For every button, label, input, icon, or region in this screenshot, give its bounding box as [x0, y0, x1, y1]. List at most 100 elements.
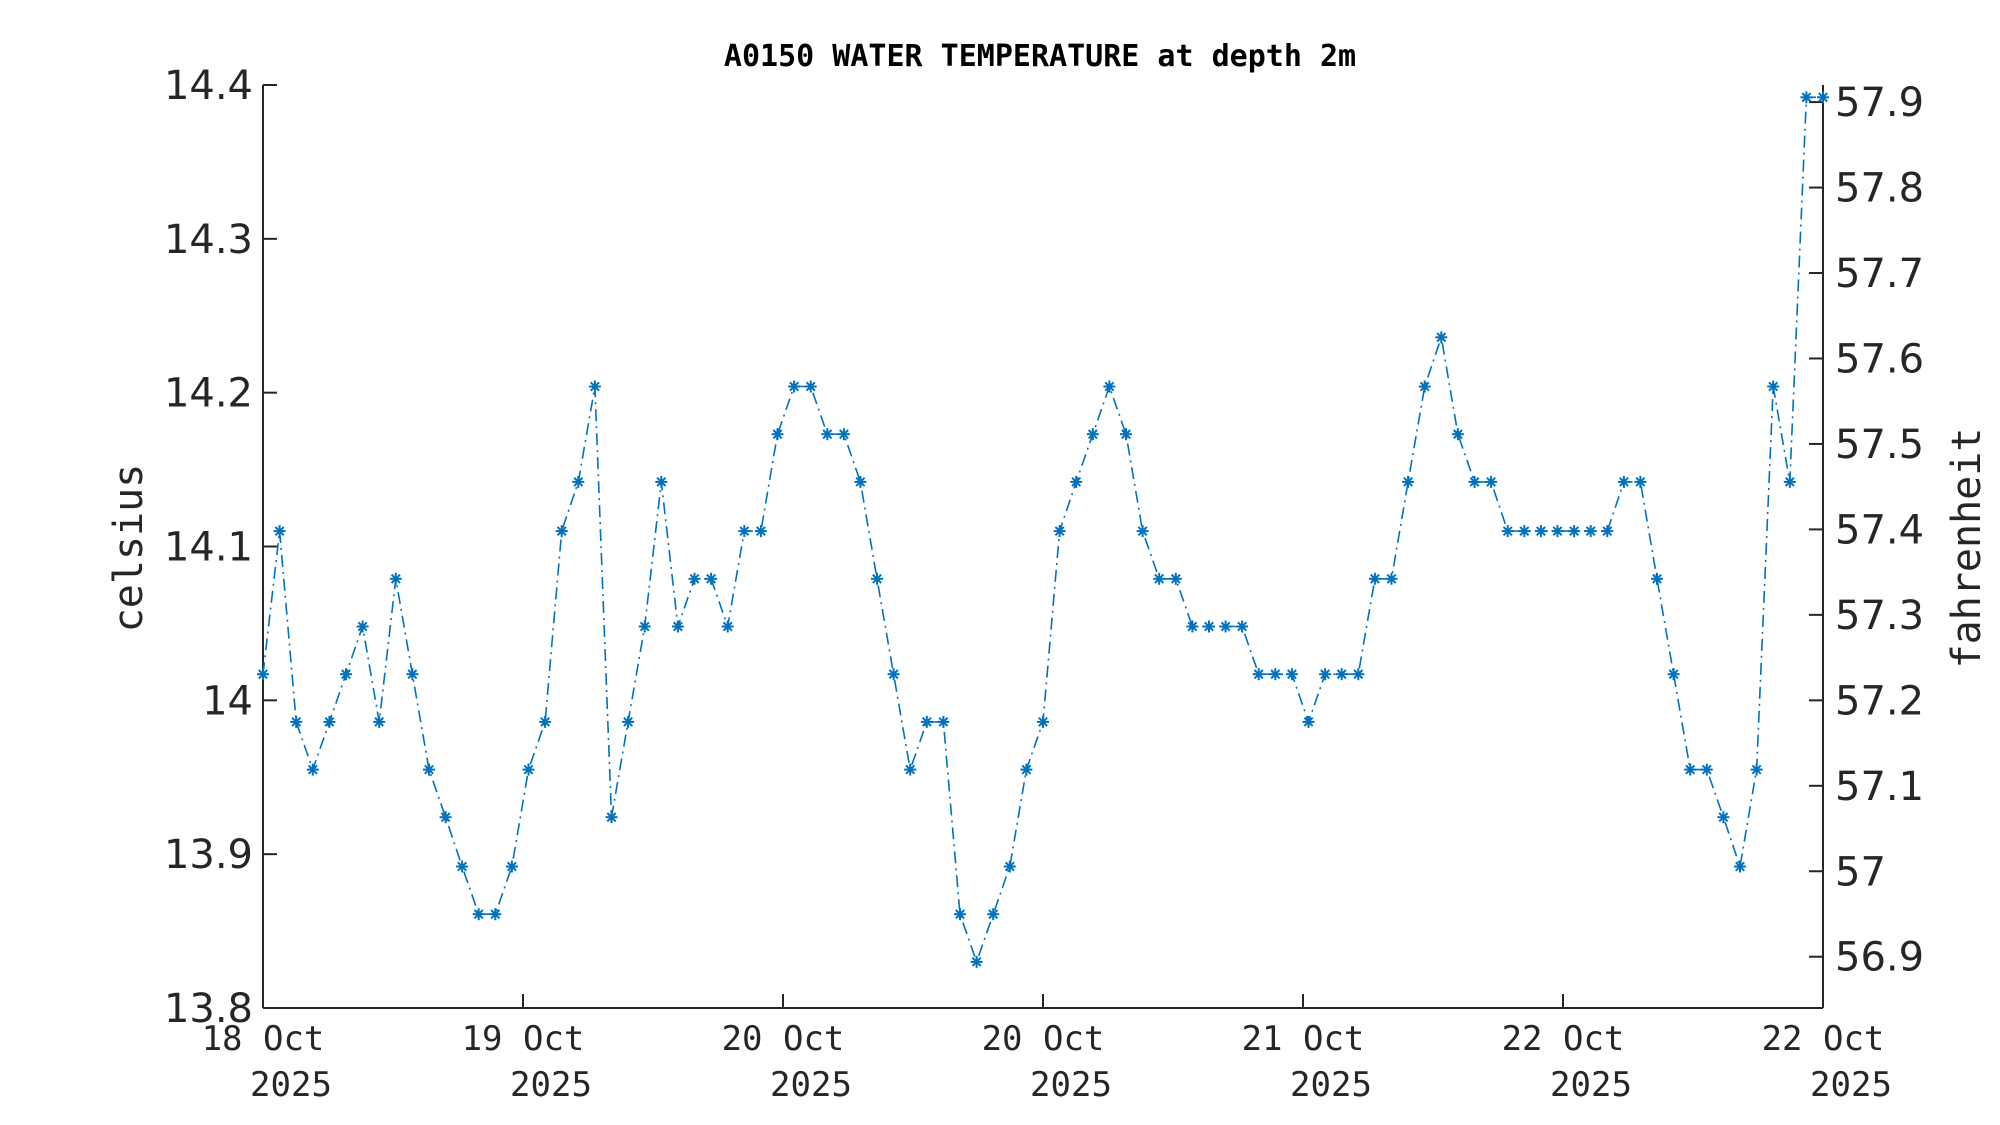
x-tick-label-day: 22 Oct [1502, 1019, 1625, 1059]
data-point [721, 620, 734, 633]
data-point [1402, 475, 1415, 488]
data-point [1203, 620, 1215, 633]
data-point [373, 715, 386, 728]
left-tick-label: 14.2 [164, 371, 253, 417]
left-y-axis: 13.8 13.9 14 14.1 14.2 14.3 14.4 [164, 63, 277, 1032]
data-point [1568, 525, 1581, 538]
right-tick-label: 57.4 [1835, 507, 1924, 553]
data-point [1601, 525, 1614, 538]
data-point [904, 763, 917, 776]
data-point [1319, 668, 1332, 681]
plot-area [257, 91, 1829, 968]
data-point [920, 715, 933, 728]
data-point [1236, 620, 1249, 633]
left-tick-label: 14.1 [164, 525, 253, 571]
x-tick-label-day: 22 Oct [1762, 1019, 1885, 1059]
data-point [804, 380, 817, 393]
data-point [1285, 668, 1298, 681]
data-point [489, 908, 502, 921]
data-point [821, 428, 834, 441]
data-point [389, 572, 402, 585]
data-point [1468, 475, 1481, 488]
data-point [439, 811, 452, 824]
data-point [1070, 475, 1083, 488]
x-tick-label-day: 20 Oct [982, 1019, 1105, 1059]
data-point [638, 620, 651, 633]
data-point [572, 475, 585, 488]
right-tick-label: 57 [1835, 849, 1886, 895]
data-point [1103, 380, 1116, 393]
x-tick-label-year: 2025 [1550, 1065, 1632, 1105]
data-point [1667, 668, 1680, 681]
x-tick-label-year: 2025 [1290, 1065, 1372, 1105]
data-point [771, 428, 784, 441]
data-point [754, 525, 767, 538]
data-point [323, 715, 336, 728]
data-point [588, 380, 601, 393]
data-point [854, 475, 867, 488]
data-point [1451, 428, 1464, 441]
data-point [356, 620, 369, 633]
right-tick-label: 57.7 [1835, 251, 1924, 297]
right-tick-label: 57.1 [1835, 764, 1924, 810]
right-tick-label: 57.9 [1835, 80, 1924, 126]
right-tick-label: 57.6 [1835, 336, 1924, 382]
data-point [1734, 860, 1746, 873]
data-point [837, 428, 850, 441]
data-point [1003, 860, 1016, 873]
right-tick-label: 57.3 [1835, 593, 1924, 639]
data-point [705, 572, 718, 585]
y-axis-label-right: fahrenheit [1944, 428, 1990, 669]
data-point [688, 572, 701, 585]
data-point [1352, 668, 1365, 681]
data-point [1418, 380, 1431, 393]
data-point [788, 380, 801, 393]
axes [262, 85, 1824, 1009]
series-markers [257, 91, 1829, 968]
x-tick-label-day: 20 Oct [722, 1019, 845, 1059]
data-point [456, 860, 469, 873]
data-point [1501, 525, 1514, 538]
right-tick-label: 56.9 [1835, 935, 1924, 981]
x-tick-label-year: 2025 [510, 1065, 592, 1105]
data-point [306, 763, 319, 776]
x-tick-label-day: 18 Oct [202, 1019, 325, 1059]
data-point [1551, 525, 1564, 538]
data-point [1219, 620, 1232, 633]
data-point [1485, 475, 1498, 488]
x-axis: 18 Oct 2025 19 Oct 2025 20 Oct 2025 20 Oct 2025… [202, 994, 1892, 1105]
data-point [1651, 572, 1663, 585]
data-point [406, 668, 419, 681]
data-point [1700, 763, 1713, 776]
right-y-axis: 56.9 57 57.1 57.2 57.3 57.4 57.5 57.6 57.7 57.8 57… [1809, 80, 1924, 981]
data-point [1136, 525, 1149, 538]
left-tick-label: 13.8 [164, 986, 253, 1032]
data-point [340, 668, 352, 681]
data-point [1169, 572, 1182, 585]
data-point [1717, 811, 1730, 824]
x-tick-label-day: 19 Oct [462, 1019, 585, 1059]
data-point [539, 715, 552, 728]
y-axis-label-left: celsius [106, 464, 152, 633]
data-point [1767, 380, 1780, 393]
x-tick-label-year: 2025 [770, 1065, 852, 1105]
data-point [1684, 763, 1697, 776]
data-point [887, 668, 900, 681]
data-point [1186, 620, 1199, 633]
data-point [1302, 715, 1315, 728]
data-point [1817, 91, 1829, 104]
data-point [273, 525, 286, 538]
data-point [1783, 475, 1796, 488]
data-point [1335, 668, 1348, 681]
data-point [1037, 715, 1049, 728]
data-point [257, 668, 269, 681]
data-point [1153, 572, 1166, 585]
data-point [1584, 525, 1597, 538]
data-point [1385, 572, 1398, 585]
data-point [1634, 475, 1647, 488]
data-point [1053, 525, 1066, 538]
right-tick-label: 57.8 [1835, 166, 1924, 212]
left-tick-label: 13.9 [164, 832, 253, 878]
data-point [1435, 331, 1448, 344]
x-tick-label-year: 2025 [250, 1065, 332, 1105]
